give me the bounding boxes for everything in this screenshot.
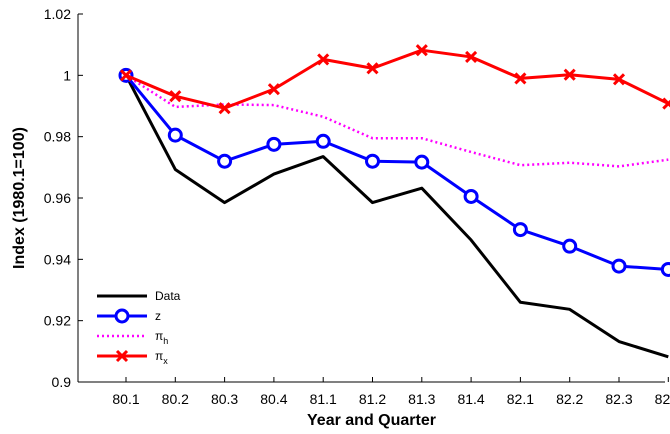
series-line [125,48,669,110]
y-tick-label: 0.9 [52,374,72,390]
legend-entry-data: Data [97,289,181,303]
x-tick-label: 82.3 [605,391,632,407]
series-layer [118,44,670,359]
x-tick-label: 82.1 [507,391,534,407]
data-point [414,154,430,170]
data-point [514,72,527,85]
x-tick-label: 80.1 [112,391,139,407]
legend-label-subscript: h [163,336,168,346]
y-tick-label: 1.02 [44,6,71,22]
data-point [169,90,182,103]
data-point [465,50,478,63]
data-point [512,222,528,238]
series-z [118,67,670,277]
x-tick-label: 80.3 [211,391,238,407]
data-point [562,238,578,254]
data-point [267,83,280,96]
legend-entry-pi-h: πh [97,329,168,346]
data-point [315,133,331,149]
series-pi-x [119,44,670,115]
series-line [125,74,669,168]
y-tick-label: 0.96 [44,190,71,206]
data-point [660,261,670,277]
x-tick-label: 81.2 [359,391,386,407]
x-ticks: 80.1 80.2 80.3 80.4 81.1 81.2 81.3 81.4 82.1 82.2… [112,377,670,407]
legend-entry-z: z [97,308,161,324]
x-axis-title: Year and Quarter [307,412,436,429]
legend-label: πx [155,349,168,366]
y-tick-label: 0.92 [44,313,71,329]
data-point [218,102,231,115]
legend-label-subscript: x [163,356,168,366]
data-point [114,308,130,324]
data-point [463,188,479,204]
data-point [662,97,670,110]
x-tick-label: 82.4 [655,391,670,407]
legend-label: πh [155,329,168,346]
data-point [611,258,627,274]
y-tick-label: 0.94 [44,251,71,267]
y-axis-title: Index (1980.1=100) [11,127,28,269]
legend-label-main: π [155,329,163,343]
y-ticks: 0.9 0.92 0.94 0.96 0.98 1 1.02 [44,6,83,390]
y-tick-label: 0.98 [44,129,71,145]
data-point [612,73,626,86]
x-tick-label: 81.1 [310,391,337,407]
y-tick-label: 1 [63,67,71,83]
series-pi-h [125,74,669,168]
data-point [366,62,379,75]
x-tick-label: 80.2 [162,391,189,407]
x-tick-label: 81.4 [457,391,484,407]
legend-label: z [155,309,161,323]
legend-label-main: π [155,349,163,363]
data-point [115,349,129,363]
data-point [119,69,133,82]
data-point [217,153,233,169]
data-point [563,68,576,81]
x-tick-label: 80.4 [260,391,287,407]
legend-label: Data [155,289,181,303]
data-point [317,53,330,66]
data-point [415,44,428,57]
x-tick-label: 81.3 [408,391,435,407]
data-point [266,136,282,152]
data-point [167,127,183,143]
data-point [365,153,380,169]
legend-entry-pi-x: πx [97,349,168,366]
series-line [124,74,669,271]
series-data [124,74,669,359]
series-line [124,74,669,359]
x-tick-label: 82.2 [556,391,583,407]
